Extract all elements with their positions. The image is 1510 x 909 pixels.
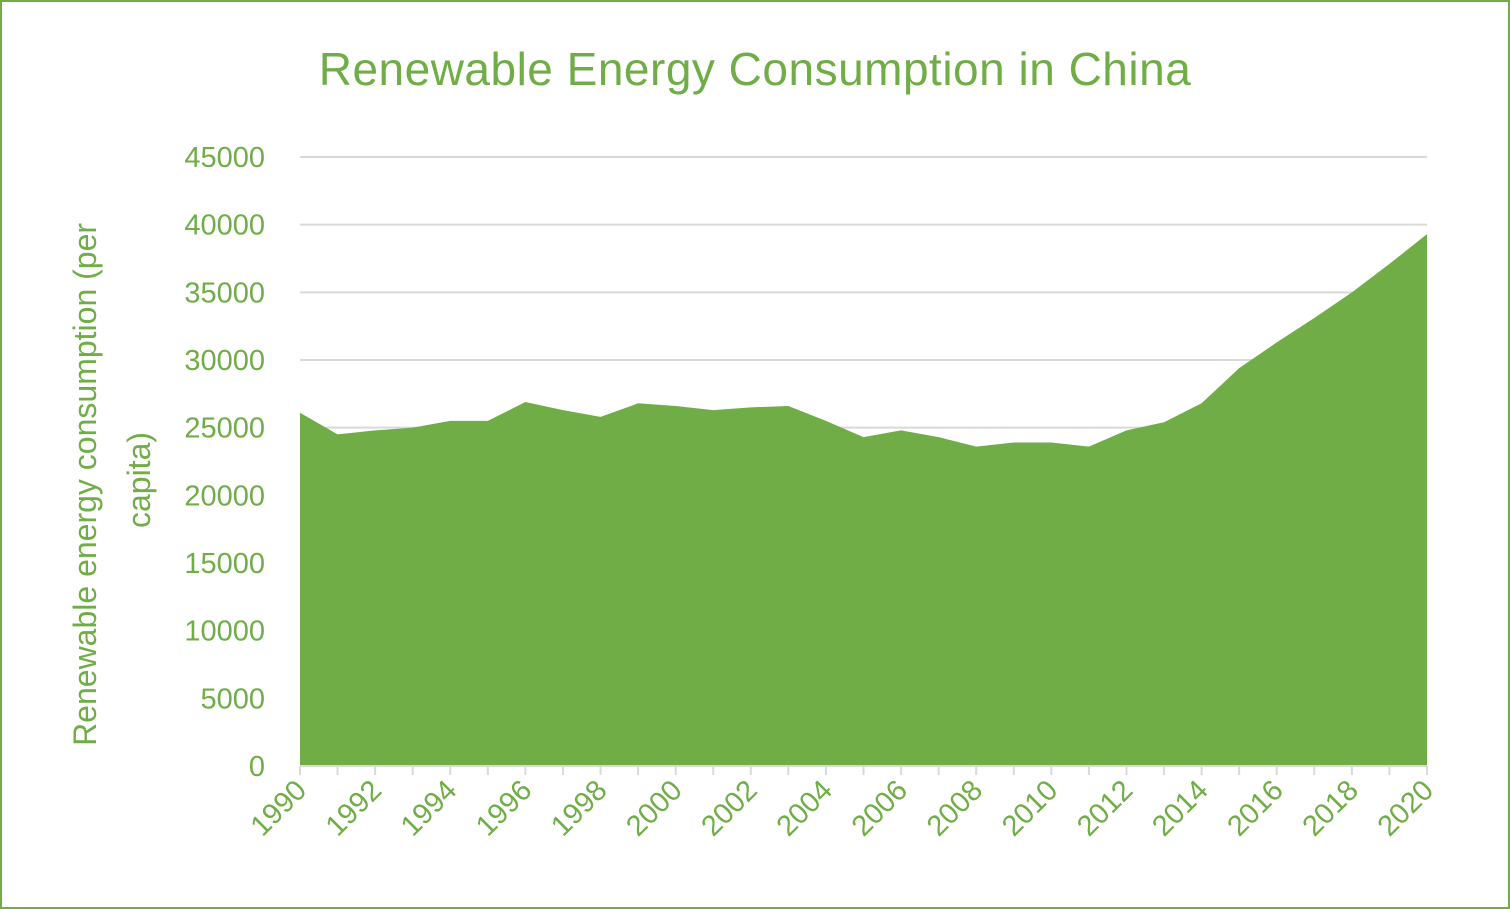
x-axis [299,765,1428,775]
y-tick-label: 45000 [184,142,265,174]
x-tick-label: 1990 [245,774,313,842]
y-axis-title: Renewable energy consumption (per capita… [67,214,157,746]
y-tick-label: 40000 [184,210,265,242]
x-tick-label: 2020 [1372,774,1440,842]
y-tick-label: 0 [249,751,265,783]
y-tick-label: 15000 [184,548,265,580]
x-tick-labels: 1990 1992 1994 1996 1998 2000 2002 2004 2006 2008… [245,774,1440,842]
x-tick-label: 1996 [470,774,538,842]
x-tick-label: 2004 [771,774,839,842]
x-tick-label: 2016 [1221,774,1289,842]
series-area-layer [300,234,1427,766]
x-tick-label: 2000 [620,774,688,842]
y-tick-label: 10000 [184,616,265,648]
y-axis-title-line-1: Renewable energy consumption (per [67,223,103,746]
x-tick-label: 2018 [1297,774,1365,842]
x-tick-label: 2008 [921,774,989,842]
x-tick-label: 1998 [545,774,613,842]
x-tick-label: 2002 [696,774,764,842]
y-axis-title-line-2: capita) [121,432,157,528]
y-tick-label: 20000 [184,480,265,512]
x-tick-label: 2010 [996,774,1064,842]
y-tick-label: 30000 [184,345,265,377]
y-tick-label: 5000 [200,683,265,715]
x-tick-label: 1992 [320,774,388,842]
x-tick-label: 2014 [1146,774,1214,842]
x-tick-label: 2006 [846,774,914,842]
x-tick-label: 2012 [1071,774,1139,842]
y-tick-label: 25000 [184,413,265,445]
y-tick-label: 35000 [184,277,265,309]
series-area [300,234,1427,766]
y-tick-labels: 0 5000 10000 15000 20000 25000 30000 35000 40000… [184,142,265,783]
chart-title: Renewable Energy Consumption in China [318,43,1192,95]
x-tick-label: 1994 [395,774,463,842]
